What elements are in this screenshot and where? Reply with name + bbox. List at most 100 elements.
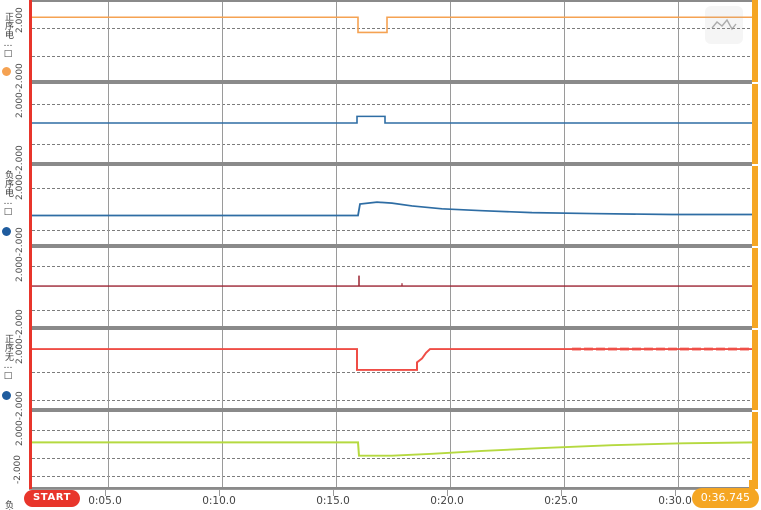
gridline-v — [450, 330, 451, 408]
gridline-h — [32, 56, 755, 57]
gridline-h — [32, 458, 755, 459]
gridline-v — [222, 330, 223, 408]
gridline-v — [222, 412, 223, 487]
plot-area[interactable] — [29, 0, 755, 489]
gridline-h — [32, 400, 755, 401]
channel-panel-ch5[interactable] — [32, 328, 755, 410]
channel-panel-ch4[interactable] — [32, 246, 755, 328]
channel-label-ch4: 负序无…□ — [0, 492, 15, 510]
channel-legend-ch3[interactable]: 正序无…□ — [0, 160, 29, 400]
gridline-v — [108, 330, 109, 408]
time-tick — [333, 489, 334, 496]
channel-color-dot-ch3[interactable] — [2, 391, 11, 400]
start-marker-badge[interactable]: START — [24, 490, 81, 507]
time-tick-label: 0:15.0 — [316, 495, 350, 507]
gridline-h — [32, 372, 755, 373]
gridline-h — [32, 144, 755, 145]
channel-legend-gutter: 正序电…□ 2.000 负序电…□ 2.000-2.000 正序无…□ 2.00… — [0, 0, 29, 510]
gridline-v — [108, 2, 109, 80]
gridline-h — [32, 188, 755, 189]
trace-ch6 — [32, 441, 755, 457]
gridline-v — [564, 2, 565, 80]
gridline-v — [564, 330, 565, 408]
time-tick — [105, 489, 106, 496]
time-tick-label: 0:20.0 — [430, 495, 464, 507]
gridline-v — [108, 248, 109, 326]
waveform-cursor-glyph — [711, 18, 737, 31]
time-readout-badge[interactable]: 0:36.745 — [691, 488, 759, 508]
channel-scale-ch5-bottom-ch6-top: 2.000-2.000 — [15, 391, 25, 447]
channel-scale-ch2-bottom-ch3-top: 2.000-2.000 — [15, 145, 25, 201]
time-tick — [447, 489, 448, 496]
channel-scale-ch4-bottom-ch5-top: 2.000-2.000 — [15, 309, 25, 365]
gridline-v — [678, 412, 679, 487]
gridline-v — [564, 166, 565, 244]
gridline-h — [32, 476, 755, 477]
gridline-v — [678, 166, 679, 244]
time-readout-stem — [749, 480, 755, 492]
trace-ch5 — [32, 347, 755, 371]
gridline-v — [336, 412, 337, 487]
gridline-h — [32, 430, 755, 431]
time-tick-label: 0:05.0 — [88, 495, 122, 507]
channel-legend-ch1[interactable]: 正序电…□ — [0, 0, 29, 78]
gridline-v — [678, 248, 679, 326]
channel-label-ch1: 正序电…□ — [3, 11, 13, 59]
waveform-cursor-icon[interactable] — [705, 6, 743, 44]
time-tick — [219, 489, 220, 496]
gridline-h — [32, 310, 755, 311]
time-tick — [675, 489, 676, 496]
right-edge-gap — [752, 328, 758, 330]
gridline-v — [450, 248, 451, 326]
time-tick-label: 0:10.0 — [202, 495, 236, 507]
right-edge-gap — [752, 164, 758, 166]
right-edge-gap — [752, 246, 758, 248]
gridline-v — [450, 412, 451, 487]
gridline-v — [336, 330, 337, 408]
gridline-v — [336, 248, 337, 326]
time-axis-line — [29, 489, 755, 490]
gridline-v — [450, 166, 451, 244]
channel-panel-ch6[interactable] — [32, 410, 755, 489]
time-axis[interactable]: 0:05.0 0:10.0 0:15.0 0:20.0 0:25.0 0:30.… — [29, 489, 755, 510]
gridline-v — [336, 166, 337, 244]
gridline-v — [108, 412, 109, 487]
time-tick-label: 0:30.0 — [658, 495, 692, 507]
channel-scale-ch3-bottom-ch4-top: 2.000-2.000 — [15, 227, 25, 283]
trace-ch1 — [32, 16, 755, 34]
gridline-v — [108, 166, 109, 244]
gridline-v — [222, 248, 223, 326]
trace-ch3 — [32, 201, 755, 217]
channel-scale-top-ch1: 2.000 — [15, 7, 25, 33]
channel-scale-bottom-ch6: -2.000 — [13, 455, 23, 485]
channel-color-dot-ch2[interactable] — [2, 227, 11, 236]
channel-label-ch3: 正序无…□ — [3, 333, 13, 381]
gridline-h — [32, 266, 755, 267]
right-edge-gap — [752, 410, 758, 412]
gridline-v — [222, 2, 223, 80]
channel-panel-ch1[interactable] — [32, 0, 755, 82]
time-tick — [561, 489, 562, 496]
channel-legend-ch2[interactable]: 负序电…□ — [0, 78, 29, 236]
channel-panel-ch3[interactable] — [32, 164, 755, 246]
channel-label-ch2: 负序电…□ — [3, 169, 13, 217]
channel-scale-ch1-bottom-ch2-top: 2.000-2.000 — [15, 63, 25, 119]
gridline-h — [32, 104, 755, 105]
channel-color-dot-ch1[interactable] — [2, 67, 11, 76]
gridline-v — [678, 330, 679, 408]
right-edge-gap — [752, 82, 758, 84]
channel-panel-ch2[interactable] — [32, 82, 755, 164]
gridline-v — [222, 166, 223, 244]
trace-ch2 — [32, 115, 755, 124]
gridline-h — [32, 230, 755, 231]
gridline-v — [450, 2, 451, 80]
right-edge-marker — [752, 0, 758, 489]
gridline-v — [564, 412, 565, 487]
gridline-v — [564, 248, 565, 326]
gridline-h — [32, 28, 755, 29]
time-tick-label: 0:25.0 — [544, 495, 578, 507]
gridline-v — [678, 2, 679, 80]
channel-legend-ch4[interactable]: 负序无…□ — [0, 244, 29, 510]
gridline-v — [336, 2, 337, 80]
